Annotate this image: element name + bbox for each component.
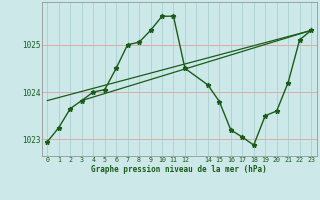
X-axis label: Graphe pression niveau de la mer (hPa): Graphe pression niveau de la mer (hPa) xyxy=(91,165,267,174)
